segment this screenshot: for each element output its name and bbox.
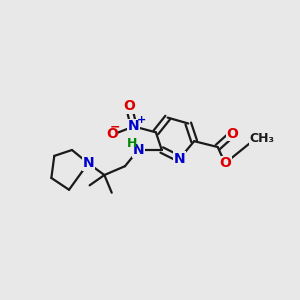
Text: +: + <box>136 115 146 125</box>
Text: N: N <box>82 156 94 170</box>
Text: −: − <box>110 120 121 133</box>
Text: O: O <box>124 99 135 113</box>
Text: N: N <box>128 119 140 134</box>
Text: CH₃: CH₃ <box>249 132 274 145</box>
Text: O: O <box>219 156 231 170</box>
Text: O: O <box>226 127 238 141</box>
Text: H: H <box>127 137 137 150</box>
Text: O: O <box>106 127 118 141</box>
Text: N: N <box>132 143 144 157</box>
Text: N: N <box>174 152 185 166</box>
